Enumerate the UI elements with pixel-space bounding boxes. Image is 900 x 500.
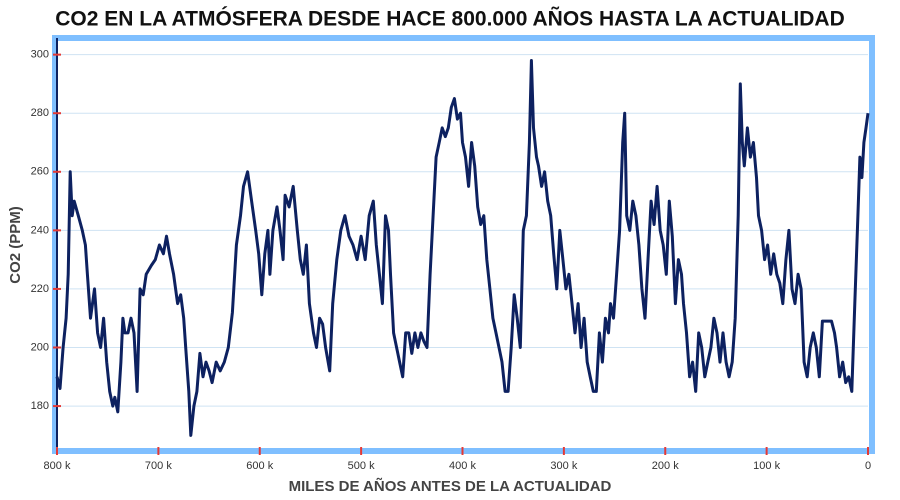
x-tick-label: 200 k <box>652 460 679 472</box>
x-tick-label: 0 <box>865 460 871 472</box>
data-line <box>55 59 870 437</box>
x-tick-label: 700 k <box>145 460 172 472</box>
plot-frame <box>52 35 875 454</box>
x-tick-label: 400 k <box>449 460 476 472</box>
y-tick-label: 180 <box>31 400 49 412</box>
x-axis-label: MILES DE AÑOS ANTES DE LA ACTUALIDAD <box>289 477 612 495</box>
y-tick-label: 220 <box>31 283 49 295</box>
x-tick-label: 600 k <box>246 460 273 472</box>
y-tick-label: 240 <box>31 224 49 236</box>
y-tick-label: 280 <box>31 107 49 119</box>
y-tick-label: 300 <box>31 49 49 61</box>
x-tick-label: 300 k <box>550 460 577 472</box>
y-tick-label: 200 <box>31 341 49 353</box>
x-tick-label: 800 k <box>44 460 71 472</box>
y-tick-label: 260 <box>31 166 49 178</box>
x-tick-label: 500 k <box>348 460 375 472</box>
chart-title: CO2 EN LA ATMÓSFERA DESDE HACE 800.000 A… <box>55 7 845 31</box>
y-axis-label: CO2 (PPM) <box>7 206 24 284</box>
x-tick-label: 100 k <box>753 460 780 472</box>
